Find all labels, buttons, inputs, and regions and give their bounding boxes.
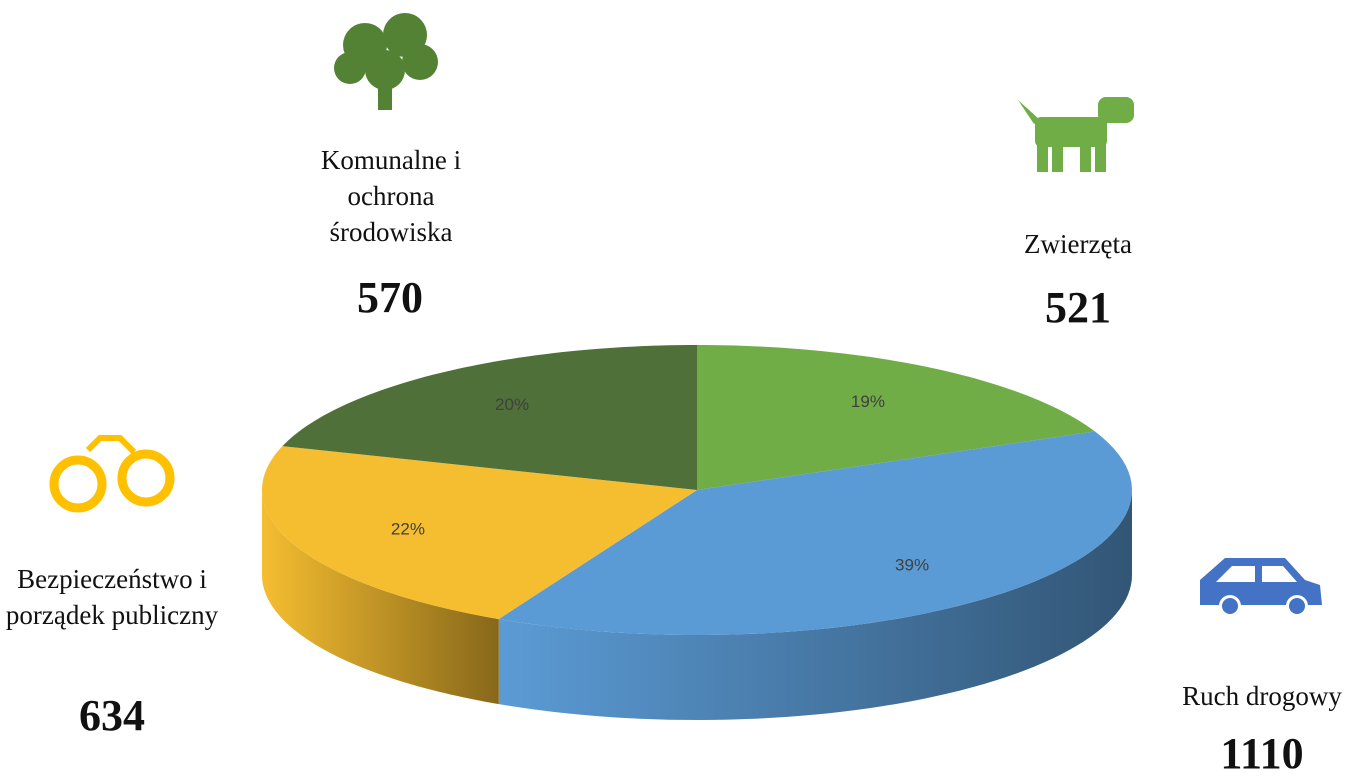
slice: [498, 431, 1132, 635]
count-label: 521: [1045, 283, 1111, 332]
count-label: 634: [79, 691, 145, 740]
category-label: Komunalne i ochrona środowiska: [320, 145, 462, 247]
tree-icon: [334, 13, 438, 110]
percent-label: 20%: [495, 395, 529, 414]
slice: [697, 345, 1095, 490]
slice: [262, 446, 697, 620]
slice: [282, 345, 697, 490]
count-label: 570: [357, 273, 423, 322]
percent-label: 19%: [851, 392, 885, 411]
category-label: Ruch drogowy: [1182, 681, 1342, 711]
car-icon: [1200, 558, 1322, 617]
handcuffs-icon: [49, 435, 175, 513]
slice-side-shade: [498, 490, 1132, 720]
dog-icon: [1018, 97, 1134, 172]
category-label: Bezpieczeństwo i porządek publiczny: [5, 564, 219, 630]
percent-label: 39%: [895, 555, 929, 574]
slice-side-shade: [262, 490, 499, 705]
category-label: Zwierzęta: [1024, 229, 1132, 259]
pie: 19% 39% 22% 20%: [262, 345, 1132, 720]
percent-label: 22%: [391, 520, 425, 539]
count-label: 1110: [1220, 729, 1304, 778]
